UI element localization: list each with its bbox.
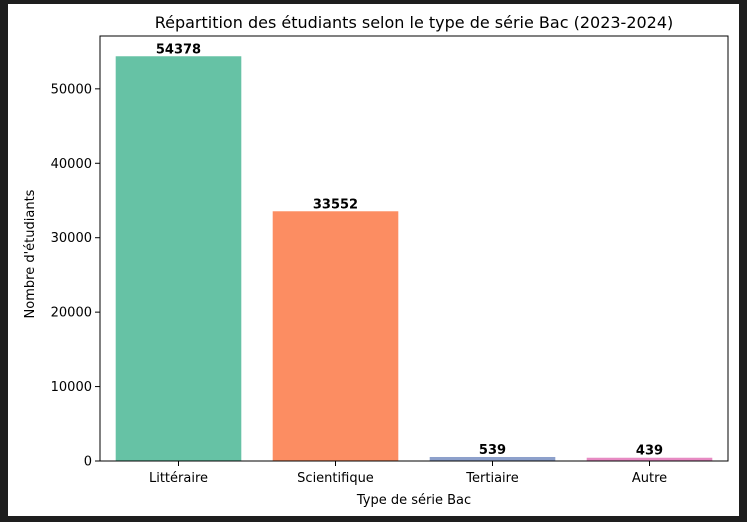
chart-title: Répartition des étudiants selon le type …: [155, 13, 674, 32]
y-tick-label-5: 50000: [51, 82, 92, 97]
y-tick-label-1: 10000: [51, 380, 92, 395]
y-tick-label-2: 20000: [51, 306, 92, 321]
y-axis-label: Nombre d'étudiants: [23, 189, 38, 318]
chart-figure: Répartition des étudiants selon le type …: [8, 4, 739, 516]
axes-layer: Littéraire Scientifique Tertiaire Autre 0 100…: [51, 35, 729, 486]
x-tick-label-2: Tertiaire: [465, 471, 518, 486]
x-tick-label-3: Autre: [632, 471, 667, 486]
bar-2: [429, 456, 556, 461]
bar-0: [115, 56, 242, 461]
x-axis-label: Type de série Bac: [356, 493, 471, 508]
x-tick-label-1: Scientifique: [297, 471, 374, 486]
data-label-2: 539: [479, 443, 506, 458]
bar-1: [272, 211, 399, 461]
plot-frame: [99, 35, 729, 462]
data-label-0: 54378: [156, 42, 201, 57]
bars-layer: 54378 33552 539 439: [115, 42, 713, 461]
data-label-3: 439: [636, 444, 663, 459]
y-tick-label-3: 30000: [51, 231, 92, 246]
data-label-1: 33552: [313, 197, 358, 212]
y-tick-label-0: 0: [84, 455, 92, 470]
bar-3: [586, 457, 713, 461]
bar-chart: Répartition des étudiants selon le type …: [23, 13, 729, 508]
x-tick-label-0: Littéraire: [149, 471, 208, 486]
y-tick-label-4: 40000: [51, 157, 92, 172]
